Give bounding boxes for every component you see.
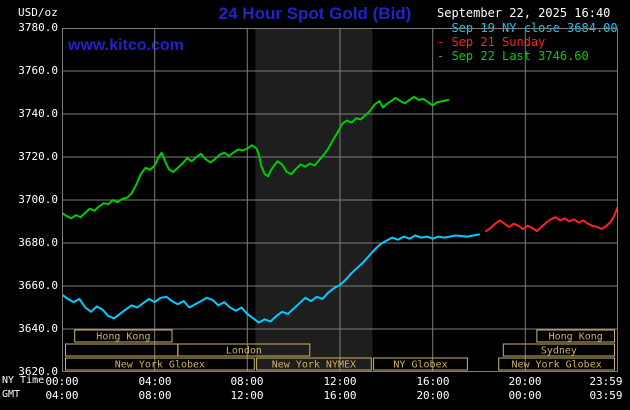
y-tick-label: 3660.0 bbox=[18, 279, 58, 292]
session-label: Sydney bbox=[541, 346, 577, 357]
plot-area: Hong Kong Hong Kong London Sydney New York G… bbox=[62, 28, 618, 372]
chart-title: 24 Hour Spot Gold (Bid) bbox=[218, 4, 412, 23]
session-label: London bbox=[226, 346, 262, 357]
x-tick-label-gmt: 04:00 bbox=[45, 389, 79, 402]
y-tick-label: 3740.0 bbox=[18, 107, 58, 120]
x-tick-label-gmt: 08:00 bbox=[138, 389, 172, 402]
legend-item: - Sep 21 Sunday bbox=[437, 35, 546, 49]
x-tick-label-gmt: 00:00 bbox=[508, 389, 542, 402]
x-tick-label-gmt: 16:00 bbox=[323, 389, 357, 402]
y-tick-label: 3640.0 bbox=[18, 322, 58, 335]
x-tick-label-gmt: 03:59 bbox=[589, 389, 623, 402]
session-label: Hong Kong bbox=[96, 332, 150, 343]
session-box bbox=[256, 357, 372, 371]
y-tick-label: 3780.0 bbox=[18, 21, 58, 34]
session-label: New York NYMEX bbox=[272, 360, 356, 371]
x-tick-label-ny: 00:00 bbox=[45, 375, 79, 388]
y-tick-label: 3760.0 bbox=[18, 64, 58, 77]
series-sep-21-sunday bbox=[485, 206, 618, 233]
y-tick-label: 3680.0 bbox=[18, 236, 58, 249]
session-label: New York Globex bbox=[511, 360, 601, 371]
x-tick-label-ny: 08:00 bbox=[230, 375, 264, 388]
x-tick-label-ny: 23:59 bbox=[589, 375, 623, 388]
session-box bbox=[502, 343, 615, 357]
session-box bbox=[74, 329, 173, 343]
session-box bbox=[373, 357, 468, 371]
x-tick-label-gmt: 20:00 bbox=[416, 389, 450, 402]
y-tick-label: 3720.0 bbox=[18, 150, 58, 163]
session-box bbox=[498, 357, 616, 371]
y-tick-label: 3700.0 bbox=[18, 193, 58, 206]
x-tick-label-gmt: 12:00 bbox=[230, 389, 264, 402]
legend: - Sep 19 NY close 3684.00- Sep 21 Sunday… bbox=[437, 21, 618, 63]
gmt-axis-label: GMT bbox=[2, 389, 21, 400]
legend-item: - Sep 22 Last 3746.60 bbox=[437, 49, 589, 63]
x-tick-label-ny: 16:00 bbox=[416, 375, 450, 388]
session-label: New York Globex bbox=[115, 360, 205, 371]
plot-border bbox=[62, 28, 618, 372]
x-tick-label-ny: 12:00 bbox=[323, 375, 357, 388]
session-box bbox=[65, 343, 179, 357]
session-box bbox=[536, 329, 615, 343]
session-box bbox=[65, 357, 255, 371]
x-tick-label-ny: 20:00 bbox=[508, 375, 542, 388]
session-label: Hong Kong bbox=[549, 332, 603, 343]
price-units-label: USD/oz bbox=[18, 6, 58, 19]
series-sep-22-last bbox=[62, 95, 450, 220]
y-tick-label: 3620.0 bbox=[18, 365, 58, 378]
session-box bbox=[177, 343, 311, 357]
x-tick-label-ny: 04:00 bbox=[138, 375, 172, 388]
chart-datetime: September 22, 2025 16:40 bbox=[437, 6, 611, 20]
series-sep-19-ny-close bbox=[62, 233, 480, 324]
ny-time-axis-label: NY Time bbox=[2, 375, 45, 386]
session-label: NY Globex bbox=[393, 360, 447, 371]
